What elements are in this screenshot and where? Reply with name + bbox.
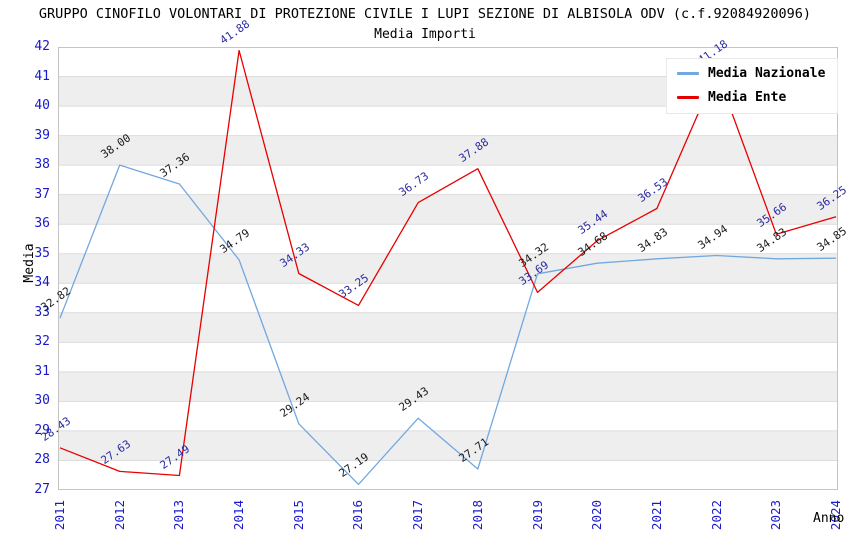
x-axis-title: Anno <box>813 511 845 526</box>
y-tick-label: 36 <box>34 216 50 232</box>
y-tick-label: 41 <box>34 68 50 84</box>
y-tick-label: 35 <box>34 245 50 261</box>
x-tick-label: 2021 <box>648 499 664 531</box>
grid-band <box>58 430 838 461</box>
x-tick-label: 2013 <box>171 499 187 531</box>
grid-band <box>58 253 838 284</box>
chart-title: GRUPPO CINOFILO VOLONTARI DI PROTEZIONE … <box>38 6 812 22</box>
x-tick-label: 2020 <box>589 499 605 531</box>
legend-item-media-ente: Media Ente <box>677 90 825 105</box>
x-tick-label: 2015 <box>290 499 306 531</box>
legend-item-media-nazionale: Media Nazionale <box>677 66 825 81</box>
x-tick-label: 2014 <box>231 499 247 531</box>
legend-label: Media Ente <box>708 90 787 105</box>
grid-band <box>58 194 838 225</box>
y-tick-label: 28 <box>34 452 50 468</box>
legend-swatch-blue-line-icon <box>677 72 699 75</box>
x-tick-label: 2016 <box>350 499 366 531</box>
y-tick-label: 39 <box>34 127 50 143</box>
x-tick-label: 2017 <box>410 499 426 531</box>
plot-area <box>58 47 838 490</box>
chart-plot-svg <box>58 47 838 490</box>
chart-subtitle: Media Importi <box>374 27 476 42</box>
y-axis-title: Media <box>22 243 37 283</box>
y-tick-label: 29 <box>34 422 50 438</box>
x-tick-label: 2023 <box>768 499 784 531</box>
y-tick-label: 42 <box>34 39 50 54</box>
series-line-media-nazionale <box>59 164 837 486</box>
legend: Media Nazionale Media Ente <box>666 58 839 114</box>
grid-band <box>58 371 838 402</box>
y-tick-label: 32 <box>34 334 50 350</box>
grid-band <box>58 135 838 166</box>
x-tick-label: 2018 <box>469 499 485 531</box>
x-tick-label: 2011 <box>52 499 67 531</box>
y-tick-label: 27 <box>34 482 50 497</box>
legend-label: Media Nazionale <box>708 66 826 81</box>
plot-border <box>58 47 838 490</box>
y-tick-label: 37 <box>34 186 50 202</box>
y-tick-label: 30 <box>34 393 50 409</box>
y-tick-label: 31 <box>34 363 50 379</box>
x-tick-label: 2012 <box>111 499 127 531</box>
y-tick-label: 40 <box>34 98 50 114</box>
y-tick-label: 38 <box>34 157 50 173</box>
y-tick-label: 33 <box>34 304 50 320</box>
x-tick-label: 2019 <box>529 499 545 531</box>
grid-band <box>58 312 838 343</box>
x-tick-label: 2022 <box>708 499 724 531</box>
y-tick-label: 34 <box>34 275 50 291</box>
legend-swatch-red-line-icon <box>677 96 699 99</box>
